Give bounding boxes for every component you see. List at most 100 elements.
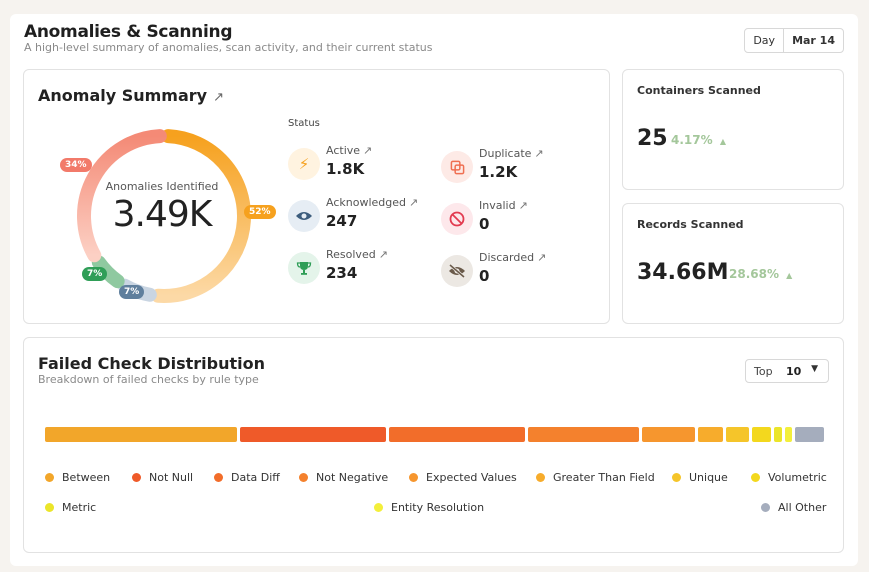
donut-segment-other <box>77 129 167 263</box>
status-value: 0 <box>479 215 490 233</box>
donut-center-label: Anomalies Identified <box>105 180 219 193</box>
legend-label: Entity Resolution <box>391 501 485 514</box>
status-value: 247 <box>326 212 358 230</box>
legend-dot <box>374 503 383 512</box>
containers-scanned-change: 4.17% ▲ <box>671 133 726 147</box>
status-heading: Status <box>288 118 320 129</box>
bar-segment-between[interactable] <box>45 427 237 442</box>
anomaly-summary-title-text: Anomaly Summary <box>38 86 208 105</box>
page-title: Anomalies & Scanning <box>24 22 233 42</box>
failed-check-subtitle: Breakdown of failed checks by rule type <box>38 373 259 386</box>
top-value: 10 <box>786 365 802 378</box>
legend-label: Not Negative <box>316 471 389 484</box>
bar-segment-all-other[interactable] <box>794 427 824 442</box>
legend-dot <box>672 473 681 482</box>
bar-segment-unique[interactable] <box>726 427 750 442</box>
arrow-up-right-icon: ↗ <box>363 144 373 157</box>
legend-dot <box>751 473 760 482</box>
status-resolved[interactable]: Resolved ↗ 234 <box>288 248 438 288</box>
trophy-icon <box>288 252 320 284</box>
donut-label-other: 34% <box>60 158 92 172</box>
arrow-up-right-icon: ↗ <box>518 199 528 212</box>
date-range-selector[interactable]: Day Mar 14 <box>744 28 844 53</box>
eye-icon <box>288 200 320 232</box>
donut-segment-active <box>151 129 251 303</box>
bar-segment-data-diff[interactable] <box>388 427 525 442</box>
donut-label-resolved: 7% <box>82 267 108 281</box>
containers-scanned-card: Containers Scanned 25 4.17% ▲ <box>622 69 844 190</box>
legend-dot <box>132 473 141 482</box>
legend-item-unique[interactable]: Unique <box>672 471 728 484</box>
legend-item-greater-than-field[interactable]: Greater Than Field <box>536 471 655 484</box>
status-label: Duplicate <box>479 147 532 160</box>
status-label: Acknowledged <box>326 196 406 209</box>
top-n-select[interactable]: Top 10 ▼ <box>745 359 829 383</box>
legend-item-volumetric[interactable]: Volumetric <box>751 471 827 484</box>
legend-label: Data Diff <box>231 471 280 484</box>
bar-segment-expected-values[interactable] <box>641 427 696 442</box>
bar-segment-entity-resolution[interactable] <box>784 427 792 442</box>
legend-item-expected-values[interactable]: Expected Values <box>409 471 517 484</box>
legend-dot <box>761 503 770 512</box>
bar-segment-not-null[interactable] <box>239 427 386 442</box>
failed-check-bar <box>45 427 824 442</box>
records-scanned-value: 34.66M <box>637 260 729 285</box>
records-scanned-title: Records Scanned <box>637 218 744 231</box>
donut-center-value: 3.49K <box>112 194 213 235</box>
containers-scanned-title: Containers Scanned <box>637 84 761 97</box>
anomaly-summary-card: Anomaly Summary ↗ Anomalies Identified 3.… <box>23 69 610 324</box>
prohibited-icon <box>441 203 473 235</box>
legend-item-metric[interactable]: Metric <box>45 501 96 514</box>
records-scanned-change: 28.68% ▲ <box>729 267 792 281</box>
page-subtitle: A high-level summary of anomalies, scan … <box>24 41 433 54</box>
triangle-up-icon: ▲ <box>719 137 726 146</box>
legend-item-between[interactable]: Between <box>45 471 110 484</box>
status-active[interactable]: ⚡ Active ↗ 1.8K <box>288 144 438 184</box>
status-invalid[interactable]: Invalid ↗ 0 <box>441 199 591 239</box>
status-value: 0 <box>479 267 490 285</box>
status-duplicate[interactable]: Duplicate ↗ 1.2K <box>441 147 591 187</box>
eye-off-icon <box>441 255 473 287</box>
arrow-up-right-icon: ↗ <box>534 147 544 160</box>
period-label[interactable]: Day <box>753 34 776 47</box>
legend-item-not-negative[interactable]: Not Negative <box>299 471 388 484</box>
legend-item-all-other[interactable]: All Other <box>761 501 826 514</box>
legend-dot <box>536 473 545 482</box>
legend-label: Metric <box>62 501 97 514</box>
status-value: 1.8K <box>326 160 365 178</box>
bar-segment-metric[interactable] <box>773 427 782 442</box>
status-value: 1.2K <box>479 163 518 181</box>
status-discarded[interactable]: Discarded ↗ 0 <box>441 251 591 291</box>
change-percent: 28.68% <box>729 267 779 281</box>
legend-dot <box>214 473 223 482</box>
arrow-up-right-icon: ↗ <box>537 251 547 264</box>
legend-item-data-diff[interactable]: Data Diff <box>214 471 280 484</box>
arrow-up-right-icon: ↗ <box>409 196 419 209</box>
status-value: 234 <box>326 264 358 282</box>
legend-label: Volumetric <box>768 471 827 484</box>
status-acknowledged[interactable]: Acknowledged ↗ 247 <box>288 196 438 236</box>
containers-scanned-value: 25 <box>637 126 668 151</box>
change-percent: 4.17% <box>671 133 713 147</box>
failed-check-card: Failed Check Distribution Breakdown of f… <box>23 337 844 553</box>
legend-item-not-null[interactable]: Not Null <box>132 471 193 484</box>
status-label: Active <box>326 144 361 157</box>
date-label[interactable]: Mar 14 <box>783 29 843 52</box>
legend-label: Greater Than Field <box>553 471 655 484</box>
bar-segment-volumetric[interactable] <box>752 427 771 442</box>
donut-label-acknowledged: 7% <box>119 285 145 299</box>
legend-dot <box>409 473 418 482</box>
bar-segment-greater-than-field[interactable] <box>698 427 724 442</box>
donut-label-active: 52% <box>244 205 276 219</box>
anomaly-summary-title[interactable]: Anomaly Summary ↗ <box>38 86 224 105</box>
legend-label: Unique <box>689 471 728 484</box>
lightning-icon: ⚡ <box>288 148 320 180</box>
legend-item-entity-resolution[interactable]: Entity Resolution <box>374 501 484 514</box>
caret-down-icon: ▼ <box>811 364 818 374</box>
legend-label: All Other <box>778 501 827 514</box>
arrow-up-right-icon[interactable]: ↗ <box>213 90 224 105</box>
records-scanned-card: Records Scanned 34.66M 28.68% ▲ <box>622 203 844 324</box>
legend-label: Expected Values <box>426 471 517 484</box>
bar-segment-not-negative[interactable] <box>527 427 639 442</box>
arrow-up-right-icon: ↗ <box>378 248 388 261</box>
